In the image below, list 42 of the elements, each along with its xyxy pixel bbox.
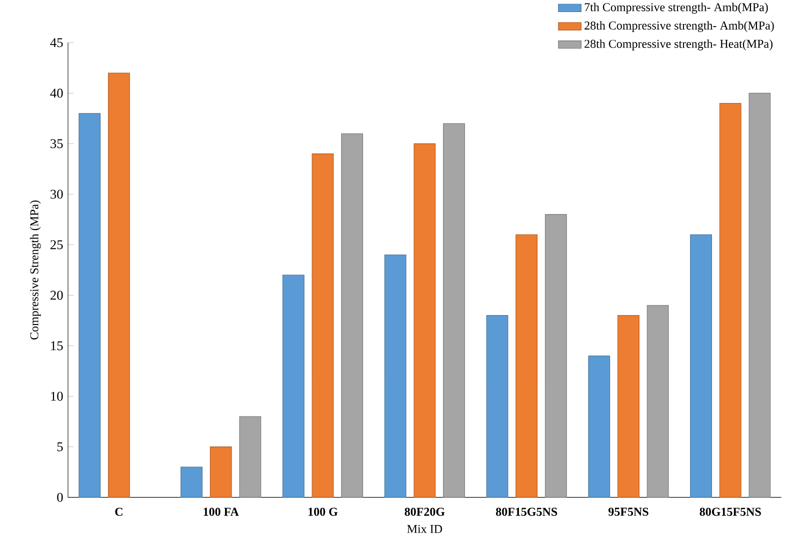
legend-label: 7th Compressive strength- Amb(MPa) [584, 2, 768, 14]
bar [486, 315, 508, 498]
x-tick-label: 80F20G [404, 508, 445, 516]
y-tick-label: 0 [57, 492, 63, 502]
legend-label: 28th Compressive strength- Amb(MPa) [584, 21, 774, 32]
y-tick-label: 30 [50, 190, 63, 199]
bar [544, 214, 567, 498]
y-tick-label: 20 [50, 290, 63, 300]
bar [78, 113, 101, 498]
bar [341, 133, 364, 498]
x-tick-label: 95F5NS [608, 508, 648, 516]
y-tick-label: 10 [51, 392, 63, 401]
x-axis-title: Mix ID [407, 524, 442, 533]
bar [690, 234, 712, 498]
bar [719, 103, 742, 498]
bar [443, 123, 465, 498]
x-tick-label: C [115, 508, 122, 516]
x-tick-label: 80F15G5NS [496, 508, 558, 516]
y-tick-label: 35 [50, 139, 63, 148]
bar [312, 154, 334, 498]
bar [516, 234, 538, 498]
y-tick-label: 45 [50, 38, 63, 48]
legend-label: 28th Compressive strength- Heat(MPa) [584, 39, 773, 50]
x-tick-label: 100 G [308, 508, 338, 516]
bar [588, 356, 610, 498]
y-axis-title: Compressive Strength (MPa) [30, 200, 41, 340]
bar [108, 72, 130, 498]
bar [282, 274, 304, 498]
bar [210, 446, 232, 498]
bar [748, 92, 771, 498]
bar [239, 416, 262, 498]
y-tick-label: 15 [51, 341, 63, 350]
bar [646, 305, 669, 498]
bar [414, 143, 436, 498]
x-tick-label: 100 FA [204, 508, 239, 516]
bar [618, 315, 640, 498]
y-tick-label: 25 [50, 240, 63, 250]
y-tick-label: 40 [50, 88, 63, 98]
bar [384, 254, 406, 498]
y-tick-label: 5 [57, 442, 63, 452]
x-tick-label: 80G15F5NS [700, 508, 761, 516]
bar [180, 466, 202, 498]
